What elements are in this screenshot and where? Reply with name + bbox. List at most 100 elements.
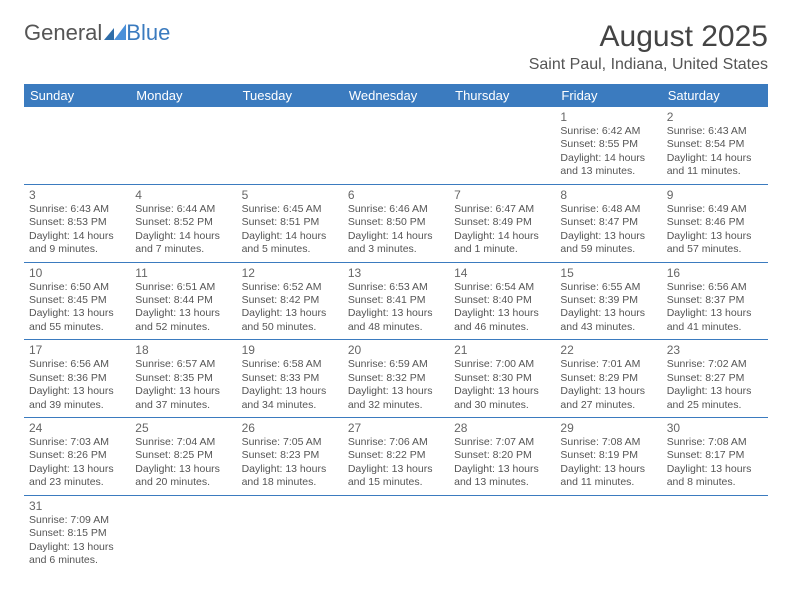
logo-text-blue: Blue [126,20,170,46]
sunset-text: Sunset: 8:36 PM [29,372,125,385]
calendar-day-cell: 23Sunrise: 7:02 AMSunset: 8:27 PMDayligh… [662,340,768,418]
day-number: 14 [454,266,550,280]
daylight-text: Daylight: 13 hours and 41 minutes. [667,307,763,334]
day-number: 13 [348,266,444,280]
calendar-day-cell: 27Sunrise: 7:06 AMSunset: 8:22 PMDayligh… [343,418,449,496]
day-number: 6 [348,188,444,202]
daylight-text: Daylight: 13 hours and 34 minutes. [242,385,338,412]
sunset-text: Sunset: 8:37 PM [667,294,763,307]
sunrise-text: Sunrise: 7:08 AM [667,436,763,449]
sunset-text: Sunset: 8:17 PM [667,449,763,462]
day-number: 4 [135,188,231,202]
daylight-text: Daylight: 13 hours and 55 minutes. [29,307,125,334]
sunrise-text: Sunrise: 7:07 AM [454,436,550,449]
day-number: 28 [454,421,550,435]
calendar-day-cell: 20Sunrise: 6:59 AMSunset: 8:32 PMDayligh… [343,340,449,418]
sunset-text: Sunset: 8:22 PM [348,449,444,462]
sunset-text: Sunset: 8:39 PM [560,294,656,307]
calendar-day-cell: 16Sunrise: 6:56 AMSunset: 8:37 PMDayligh… [662,262,768,340]
day-number: 10 [29,266,125,280]
sunrise-text: Sunrise: 6:49 AM [667,203,763,216]
daylight-text: Daylight: 13 hours and 59 minutes. [560,230,656,257]
sunrise-text: Sunrise: 6:46 AM [348,203,444,216]
calendar-week-row: 10Sunrise: 6:50 AMSunset: 8:45 PMDayligh… [24,262,768,340]
sunrise-text: Sunrise: 6:56 AM [29,358,125,371]
sunrise-text: Sunrise: 6:43 AM [667,125,763,138]
calendar-day-cell: 30Sunrise: 7:08 AMSunset: 8:17 PMDayligh… [662,418,768,496]
calendar-day-cell: 21Sunrise: 7:00 AMSunset: 8:30 PMDayligh… [449,340,555,418]
daylight-text: Daylight: 13 hours and 13 minutes. [454,463,550,490]
calendar-day-cell: 19Sunrise: 6:58 AMSunset: 8:33 PMDayligh… [237,340,343,418]
calendar-day-cell: 28Sunrise: 7:07 AMSunset: 8:20 PMDayligh… [449,418,555,496]
calendar-day-cell: 1Sunrise: 6:42 AMSunset: 8:55 PMDaylight… [555,107,661,184]
daylight-text: Daylight: 13 hours and 27 minutes. [560,385,656,412]
sunset-text: Sunset: 8:29 PM [560,372,656,385]
sunset-text: Sunset: 8:27 PM [667,372,763,385]
sunrise-text: Sunrise: 7:03 AM [29,436,125,449]
weekday-header: Friday [555,84,661,107]
weekday-header: Thursday [449,84,555,107]
weekday-header: Sunday [24,84,130,107]
calendar-empty-cell [449,495,555,572]
sunrise-text: Sunrise: 6:59 AM [348,358,444,371]
sunset-text: Sunset: 8:44 PM [135,294,231,307]
sunrise-text: Sunrise: 6:51 AM [135,281,231,294]
calendar-day-cell: 5Sunrise: 6:45 AMSunset: 8:51 PMDaylight… [237,184,343,262]
sunrise-text: Sunrise: 6:48 AM [560,203,656,216]
sunrise-text: Sunrise: 6:54 AM [454,281,550,294]
logo-text-general: General [24,20,102,46]
daylight-text: Daylight: 13 hours and 52 minutes. [135,307,231,334]
day-number: 2 [667,110,763,124]
calendar-week-row: 3Sunrise: 6:43 AMSunset: 8:53 PMDaylight… [24,184,768,262]
day-number: 8 [560,188,656,202]
daylight-text: Daylight: 13 hours and 37 minutes. [135,385,231,412]
calendar-day-cell: 12Sunrise: 6:52 AMSunset: 8:42 PMDayligh… [237,262,343,340]
daylight-text: Daylight: 13 hours and 50 minutes. [242,307,338,334]
calendar-day-cell: 31Sunrise: 7:09 AMSunset: 8:15 PMDayligh… [24,495,130,572]
daylight-text: Daylight: 13 hours and 15 minutes. [348,463,444,490]
sunset-text: Sunset: 8:33 PM [242,372,338,385]
sunset-text: Sunset: 8:30 PM [454,372,550,385]
day-number: 7 [454,188,550,202]
day-number: 22 [560,343,656,357]
daylight-text: Daylight: 13 hours and 43 minutes. [560,307,656,334]
calendar-empty-cell [237,495,343,572]
calendar-day-cell: 11Sunrise: 6:51 AMSunset: 8:44 PMDayligh… [130,262,236,340]
daylight-text: Daylight: 13 hours and 23 minutes. [29,463,125,490]
sunrise-text: Sunrise: 7:05 AM [242,436,338,449]
day-number: 30 [667,421,763,435]
calendar-day-cell: 6Sunrise: 6:46 AMSunset: 8:50 PMDaylight… [343,184,449,262]
daylight-text: Daylight: 14 hours and 11 minutes. [667,152,763,179]
day-number: 9 [667,188,763,202]
weekday-header: Saturday [662,84,768,107]
sunset-text: Sunset: 8:42 PM [242,294,338,307]
calendar-empty-cell [24,107,130,184]
day-number: 16 [667,266,763,280]
sunrise-text: Sunrise: 7:04 AM [135,436,231,449]
calendar-day-cell: 22Sunrise: 7:01 AMSunset: 8:29 PMDayligh… [555,340,661,418]
calendar-day-cell: 17Sunrise: 6:56 AMSunset: 8:36 PMDayligh… [24,340,130,418]
sunrise-text: Sunrise: 7:01 AM [560,358,656,371]
sunrise-text: Sunrise: 6:42 AM [560,125,656,138]
day-number: 17 [29,343,125,357]
sunset-text: Sunset: 8:25 PM [135,449,231,462]
sunrise-text: Sunrise: 7:08 AM [560,436,656,449]
sunset-text: Sunset: 8:54 PM [667,138,763,151]
daylight-text: Daylight: 13 hours and 18 minutes. [242,463,338,490]
sunrise-text: Sunrise: 6:47 AM [454,203,550,216]
calendar-day-cell: 25Sunrise: 7:04 AMSunset: 8:25 PMDayligh… [130,418,236,496]
weekday-header: Wednesday [343,84,449,107]
calendar-empty-cell [130,495,236,572]
day-number: 21 [454,343,550,357]
day-number: 18 [135,343,231,357]
daylight-text: Daylight: 13 hours and 6 minutes. [29,541,125,568]
daylight-text: Daylight: 13 hours and 8 minutes. [667,463,763,490]
day-number: 31 [29,499,125,513]
daylight-text: Daylight: 14 hours and 5 minutes. [242,230,338,257]
weekday-header: Monday [130,84,236,107]
day-number: 26 [242,421,338,435]
day-number: 25 [135,421,231,435]
calendar-week-row: 1Sunrise: 6:42 AMSunset: 8:55 PMDaylight… [24,107,768,184]
sunrise-text: Sunrise: 6:56 AM [667,281,763,294]
sunset-text: Sunset: 8:20 PM [454,449,550,462]
